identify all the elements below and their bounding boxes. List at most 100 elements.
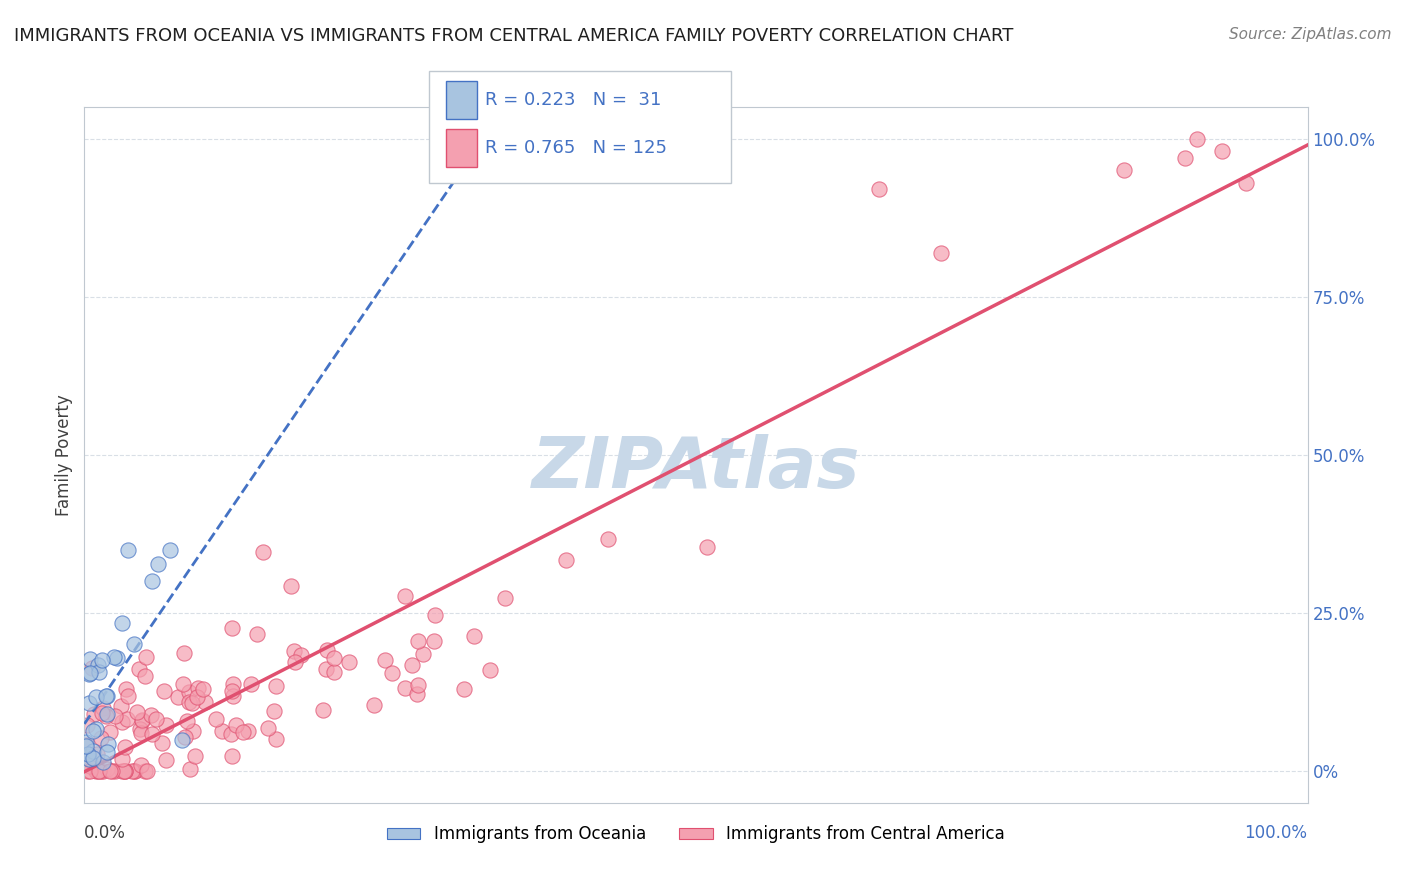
Point [263, 704, 285, 718]
Point [134, 669, 156, 683]
Point [111, 751, 134, 765]
Text: Source: ZipAtlas.com: Source: ZipAtlas.com [1229, 27, 1392, 42]
Point [152, 683, 174, 698]
Point [84, 764, 107, 779]
Point [290, 648, 312, 662]
Point [219, 727, 242, 741]
Point [423, 607, 446, 622]
Point [112, 764, 135, 779]
Point [211, 723, 233, 738]
Point [423, 633, 446, 648]
Point [1174, 151, 1197, 165]
Point [322, 650, 344, 665]
Point [145, 712, 167, 726]
Point [84, 723, 107, 737]
Point [96, 707, 118, 722]
Point [174, 730, 197, 744]
Point [337, 656, 360, 670]
Point [79, 651, 101, 665]
Point [103, 649, 125, 664]
Point [252, 545, 274, 559]
Point [394, 589, 416, 603]
Point [77, 753, 100, 767]
Point [104, 764, 127, 779]
Point [136, 764, 159, 779]
Point [177, 685, 200, 699]
Point [96, 745, 118, 759]
Point [91, 706, 114, 721]
Point [115, 682, 138, 697]
Y-axis label: Family Poverty: Family Poverty [55, 394, 73, 516]
Point [114, 764, 136, 779]
Point [91, 764, 114, 779]
Point [121, 764, 143, 779]
Point [105, 650, 128, 665]
Point [555, 553, 578, 567]
Point [315, 662, 337, 676]
Point [141, 574, 163, 589]
Point [239, 676, 262, 690]
Point [406, 634, 429, 648]
Point [1114, 163, 1136, 178]
Point [129, 757, 152, 772]
Point [110, 699, 132, 714]
Point [96, 762, 118, 776]
Point [150, 735, 173, 749]
Point [374, 653, 396, 667]
Point [114, 740, 136, 755]
Point [117, 689, 139, 703]
Point [222, 676, 245, 690]
Point [82, 724, 104, 739]
Point [155, 753, 177, 767]
Point [155, 718, 177, 732]
Point [111, 714, 134, 729]
Point [284, 655, 307, 669]
Point [83, 706, 105, 721]
Point [204, 712, 226, 726]
Point [96, 689, 118, 703]
Point [696, 540, 718, 554]
Point [114, 764, 136, 779]
Point [159, 542, 181, 557]
Text: R = 0.223   N =  31: R = 0.223 N = 31 [485, 91, 661, 109]
Point [405, 687, 427, 701]
Point [77, 747, 100, 761]
Point [221, 684, 243, 698]
Point [128, 662, 150, 676]
Point [87, 764, 110, 779]
Point [75, 738, 97, 752]
Point [87, 657, 110, 672]
Point [91, 653, 114, 667]
Point [1236, 176, 1258, 190]
Point [128, 723, 150, 737]
Point [246, 626, 269, 640]
Point [146, 558, 169, 572]
Point [87, 764, 110, 779]
Point [131, 713, 153, 727]
Point [869, 182, 891, 196]
Point [478, 663, 501, 677]
Point [184, 749, 207, 764]
Point [91, 701, 114, 715]
Point [139, 707, 162, 722]
Point [104, 709, 127, 723]
Point [187, 681, 209, 695]
Point [181, 724, 204, 739]
Point [82, 750, 104, 764]
Point [186, 690, 208, 704]
Point [266, 732, 288, 747]
Legend: Immigrants from Oceania, Immigrants from Central America: Immigrants from Oceania, Immigrants from… [381, 819, 1011, 850]
Point [122, 638, 145, 652]
Point [363, 698, 385, 712]
Point [90, 764, 112, 779]
Point [122, 764, 145, 779]
Point [596, 533, 619, 547]
Point [494, 591, 516, 605]
Point [180, 696, 202, 710]
Point [115, 713, 138, 727]
Point [172, 732, 194, 747]
Point [79, 666, 101, 681]
Text: 100.0%: 100.0% [1244, 824, 1308, 842]
Point [91, 756, 114, 770]
Point [75, 735, 97, 749]
